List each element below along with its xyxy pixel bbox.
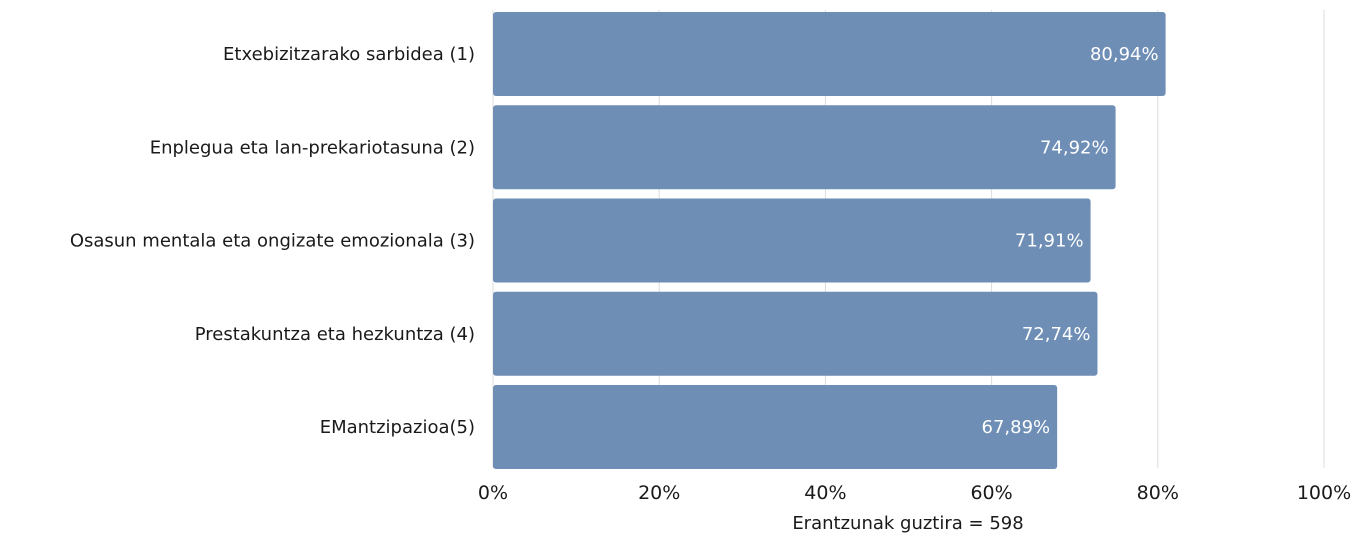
data-label-3: 71,91% [1015, 231, 1084, 252]
category-labels: Etxebizitzarako sarbidea (1) Enplegua eta… [70, 44, 475, 438]
category-label-3: Osasun mentala eta ongizate emozionala (… [70, 231, 475, 252]
bar-1 [493, 12, 1166, 96]
category-label-4: Prestakuntza eta hezkuntza (4) [195, 324, 475, 345]
category-label-1: Etxebizitzarako sarbidea (1) [223, 44, 475, 65]
data-label-2: 74,92% [1040, 137, 1109, 158]
bar-4 [493, 291, 1098, 376]
total-responses-note: Erantzunak guztira = 598 [792, 513, 1023, 533]
x-tick-label-80: 80% [1137, 482, 1179, 504]
data-label-1: 80,94% [1090, 44, 1159, 65]
bars [493, 12, 1166, 469]
data-label-5: 67,89% [982, 417, 1051, 438]
data-labels: 80,94% 74,92% 71,91% 72,74% 67,89% [982, 44, 1159, 438]
bar-2 [493, 105, 1116, 190]
x-tick-label-40: 40% [804, 482, 846, 504]
bar-5 [493, 385, 1058, 469]
category-label-2: Enplegua eta lan-prekariotasuna (2) [150, 137, 475, 158]
x-tick-label-0: 0% [478, 482, 508, 504]
x-tick-label-100: 100% [1297, 482, 1351, 504]
category-label-5: EMantzipazioa(5) [320, 417, 475, 438]
bar-3 [493, 198, 1091, 283]
x-tick-label-60: 60% [970, 482, 1012, 504]
x-tick-labels: 0% 20% 40% 60% 80% 100% [478, 482, 1351, 504]
x-tick-label-20: 20% [638, 482, 680, 504]
data-label-4: 72,74% [1022, 324, 1091, 345]
